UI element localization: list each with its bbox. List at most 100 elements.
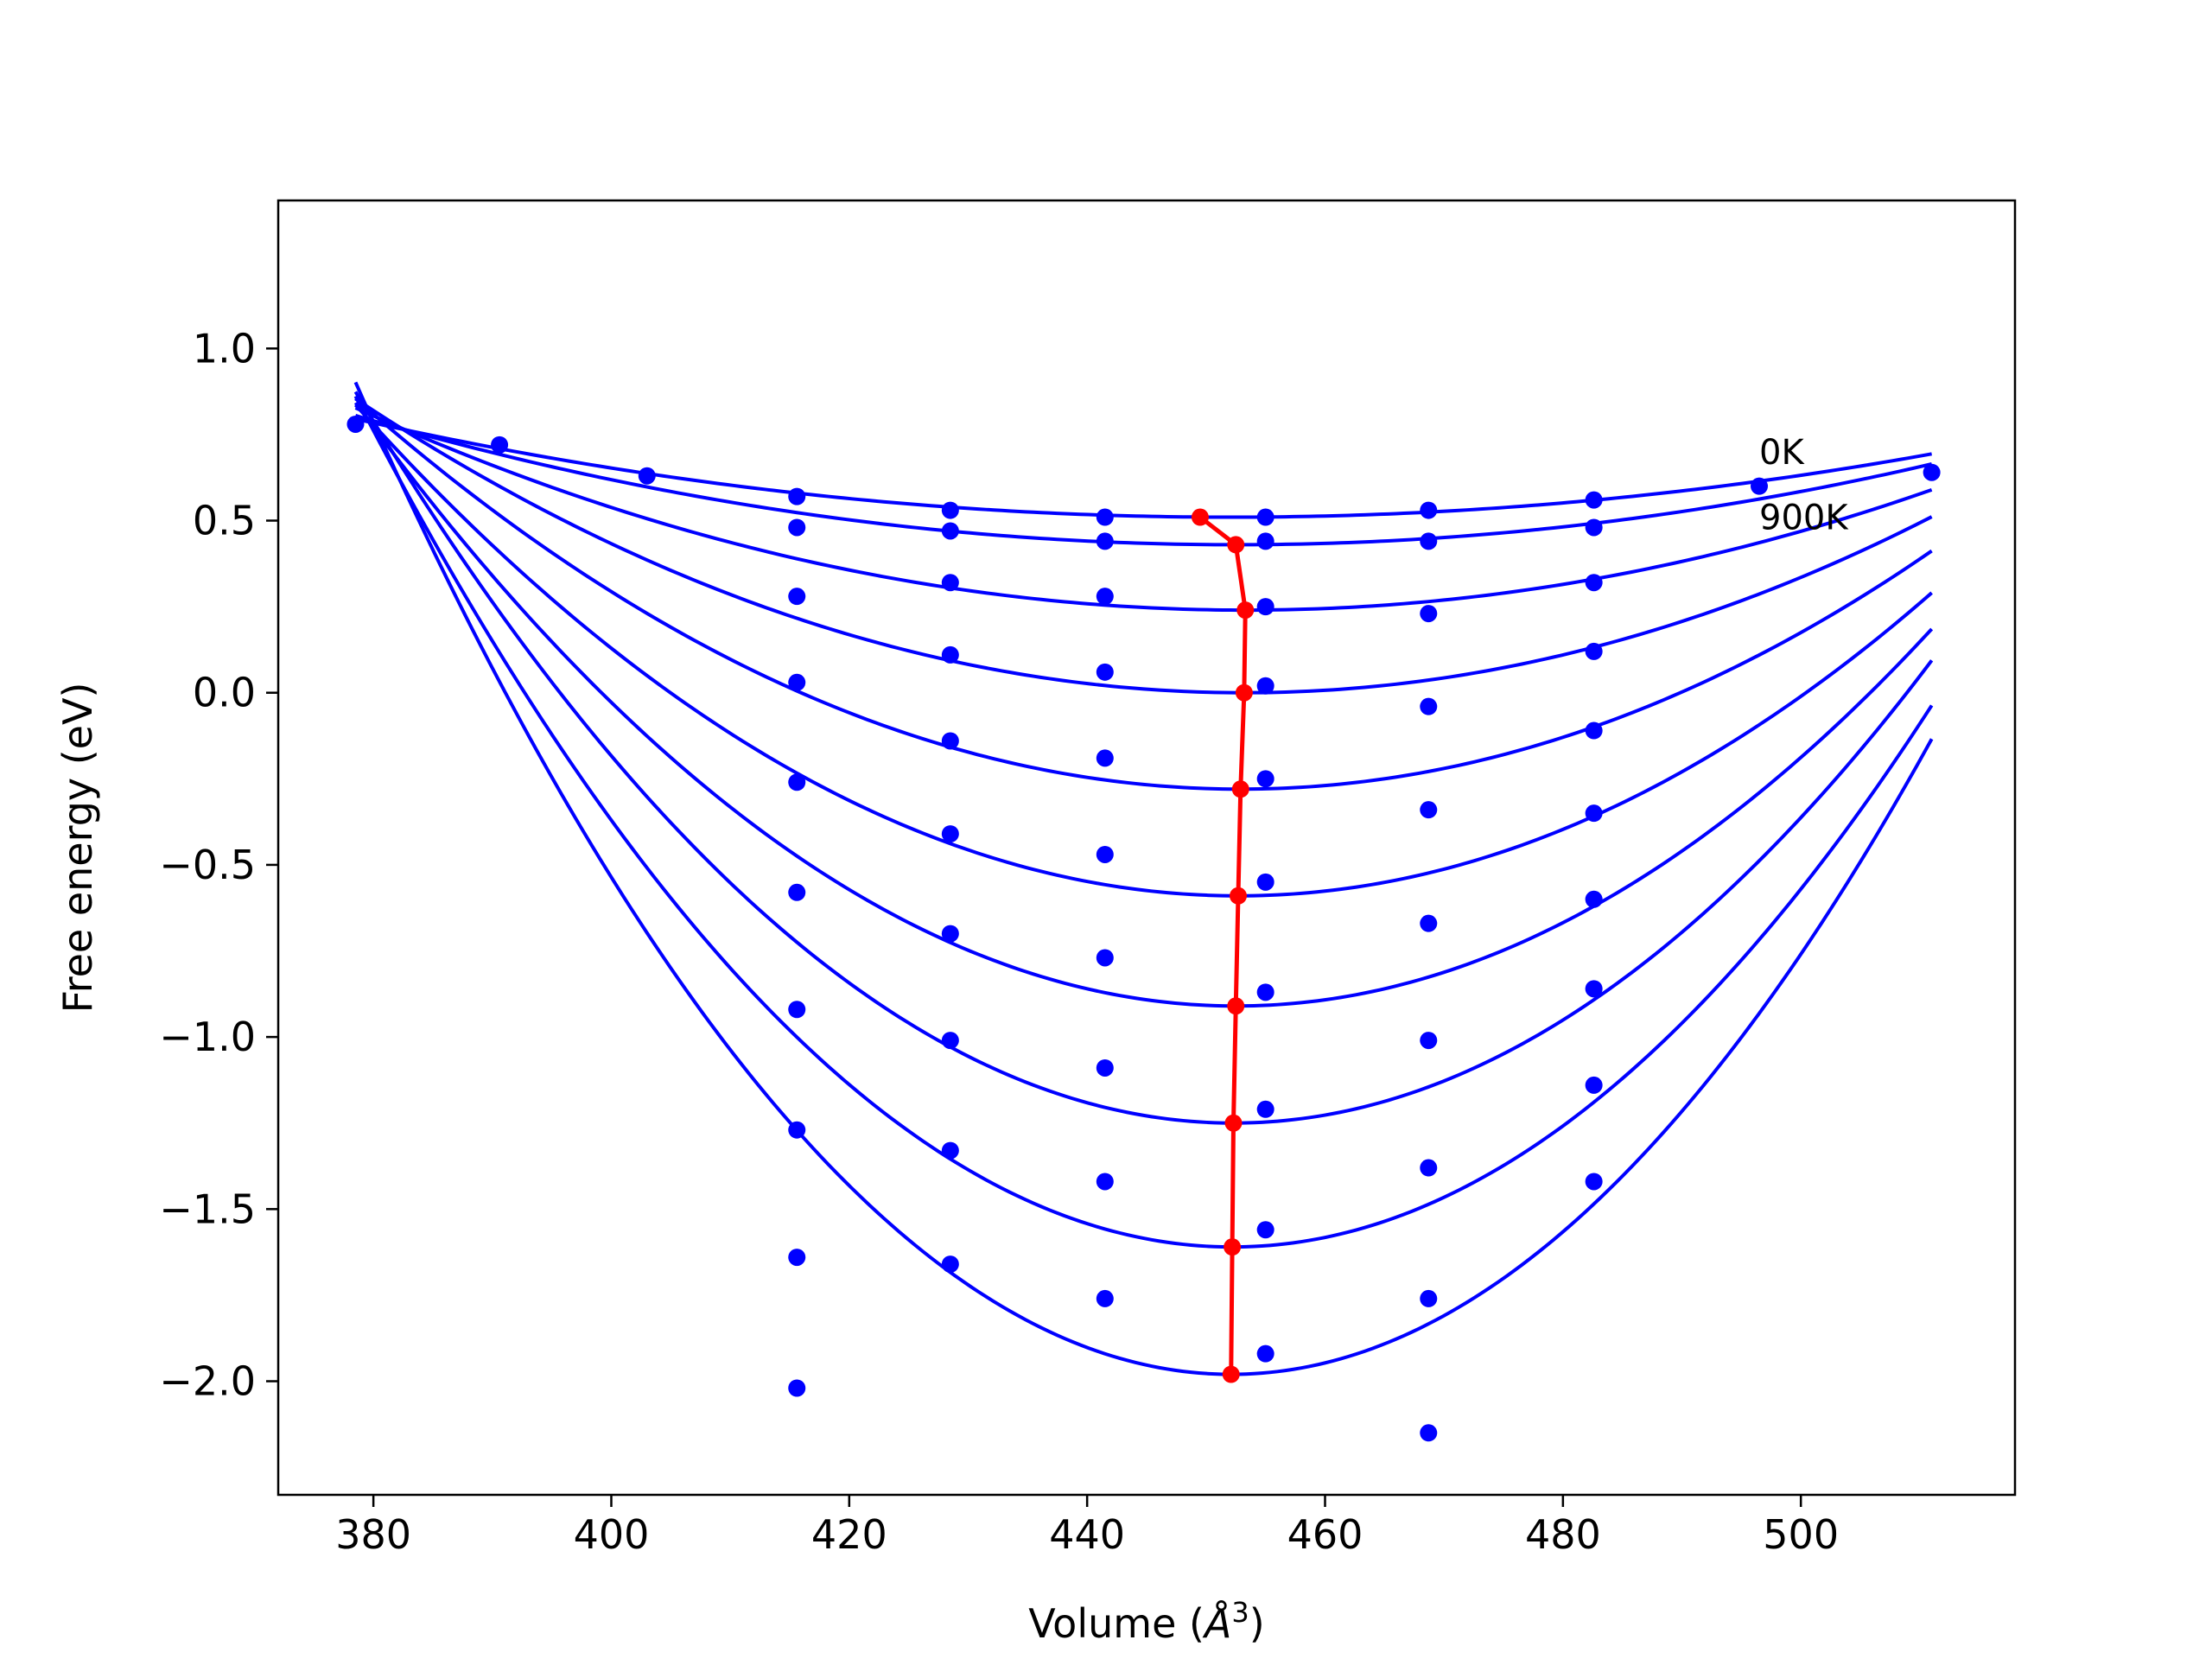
data-point [941, 732, 959, 750]
data-point [788, 1121, 806, 1139]
data-point [1420, 1159, 1438, 1177]
minimum-path [1198, 515, 1248, 1375]
data-point [788, 1249, 806, 1267]
data-point [788, 673, 806, 691]
y-tick-label: −1.5 [159, 1185, 256, 1232]
plot-frame [276, 199, 2017, 1497]
data-point [788, 1379, 806, 1397]
x-tick-label: 460 [1287, 1511, 1363, 1558]
data-point [1420, 605, 1438, 623]
data-point [1096, 845, 1114, 863]
data-point [1256, 1221, 1274, 1239]
fit-curve-7 [353, 391, 1934, 1125]
x-tick-label: 500 [1763, 1511, 1839, 1558]
data-point [1096, 749, 1114, 767]
data-point [788, 883, 806, 901]
annotations: 0K 900K [1759, 433, 1849, 538]
y-tick-label: 0.5 [193, 498, 256, 544]
data-point [941, 522, 959, 540]
x-tick-label: 440 [1049, 1511, 1125, 1558]
data-point [1585, 574, 1603, 592]
minimum-point [1235, 683, 1253, 702]
data-point [1096, 949, 1114, 967]
data-point [1096, 1058, 1114, 1077]
data-point [1585, 1173, 1603, 1191]
data-point [941, 1255, 959, 1274]
data-point [1585, 890, 1603, 908]
fit-curve-0 [355, 416, 1932, 519]
data-point [1256, 1100, 1274, 1118]
x-axis-label-close: ) [1249, 1600, 1265, 1647]
data-point [1420, 914, 1438, 932]
data-point [491, 435, 509, 454]
minimum-point [1230, 887, 1248, 905]
data-point [1096, 663, 1114, 681]
x-axis: 380 400 420 440 460 480 500 [335, 1495, 1839, 1558]
x-axis-label: Volume (Å3) [1028, 1596, 1264, 1647]
data-point [1256, 677, 1274, 695]
fit-curve-8 [353, 395, 1934, 1249]
data-point [941, 1032, 959, 1050]
data-point [1256, 873, 1274, 891]
data-point [1256, 983, 1274, 1001]
y-tick-label: 1.0 [193, 325, 256, 372]
data-point [1751, 477, 1769, 495]
data-point [941, 1141, 959, 1160]
data-point [1585, 518, 1603, 537]
data-point [1420, 801, 1438, 819]
minimum-point [1224, 1238, 1242, 1256]
minimum-point [1224, 1114, 1243, 1132]
data-point [1096, 508, 1114, 526]
minimum-point [1227, 536, 1245, 554]
data-point [1256, 1344, 1274, 1363]
data-point [788, 588, 806, 606]
minimum-point [1231, 780, 1249, 798]
x-tick-label: 420 [811, 1511, 887, 1558]
data-point [1096, 588, 1114, 606]
data-point [1096, 1289, 1114, 1307]
annotation-label: 900K [1759, 499, 1849, 538]
y-tick-label: 0.0 [193, 670, 256, 716]
data-point [1420, 1424, 1438, 1442]
x-tick-label: 380 [335, 1511, 411, 1558]
fit-curve-1 [354, 414, 1933, 547]
data-point [346, 415, 365, 433]
data-point [788, 518, 806, 537]
data-point [1420, 1032, 1438, 1050]
fit-curve-2 [354, 406, 1933, 613]
data-point [1096, 1173, 1114, 1191]
data-point [1256, 598, 1274, 616]
fit-curve-3 [354, 397, 1933, 695]
data-point [1585, 980, 1603, 998]
data-point [941, 925, 959, 943]
fit-curve-6 [353, 401, 1934, 1008]
data-point [1420, 1289, 1438, 1307]
data-point [788, 487, 806, 505]
data-point [1585, 1076, 1603, 1094]
minimum-point [1227, 997, 1245, 1015]
data-point [941, 574, 959, 592]
data-point [941, 645, 959, 664]
data-point [1420, 697, 1438, 715]
minimum-point [1191, 508, 1209, 526]
annotation-label: 0K [1759, 433, 1805, 473]
y-tick-label: −1.0 [159, 1014, 256, 1060]
data-point [1923, 463, 1941, 481]
data-point [1096, 532, 1114, 550]
data-point [1585, 804, 1603, 823]
data-point [1585, 721, 1603, 740]
minimum-line [1191, 508, 1255, 1383]
data-point [941, 825, 959, 843]
data-point [788, 773, 806, 791]
data-point [941, 501, 959, 519]
minimum-point [1222, 1365, 1240, 1383]
data-point [638, 467, 656, 485]
y-axis: 1.0 0.5 0.0 −0.5 −1.0 −1.5 −2.0 [159, 325, 278, 1405]
data-point [1420, 501, 1438, 519]
x-tick-label: 400 [574, 1511, 650, 1558]
data-point [1585, 491, 1603, 509]
x-tick-label: 480 [1525, 1511, 1601, 1558]
fit-curve-9 [353, 381, 1934, 1376]
x-axis-label-superscript: 3 [1231, 1596, 1249, 1629]
